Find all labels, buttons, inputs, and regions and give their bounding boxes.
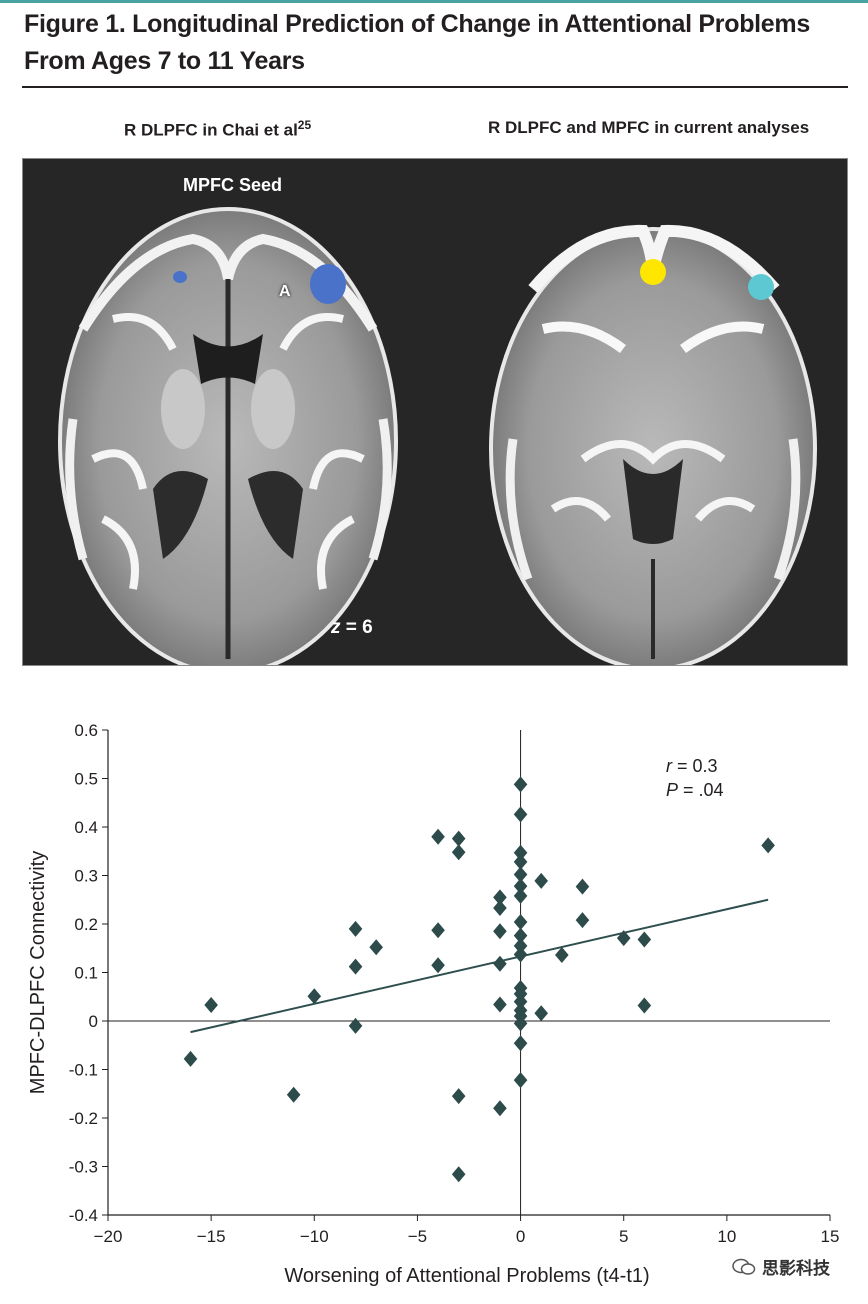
p-annotation: P = .04 [666,780,724,800]
data-point [451,844,466,861]
x-tick-label: −5 [408,1227,427,1246]
figure-title: Figure 1. Longitudinal Prediction of Cha… [24,6,844,80]
dlpfc-roi-cyan [748,274,774,300]
y-tick-label: -0.1 [69,1061,98,1080]
data-points [183,776,775,1183]
scatter-chart: -0.4 -0.3 -0.2 -0.1 0 0.1 0.2 0.3 0.4 0.5 0.6 −20 −1… [27,721,839,1287]
data-point [513,1035,528,1052]
data-point [493,899,507,916]
data-point [761,837,775,854]
data-point [575,912,590,929]
z-value: = 6 [340,617,373,638]
data-point [534,1005,548,1022]
x-tick-label: −20 [94,1227,123,1246]
y-tick-label: -0.3 [69,1158,98,1177]
mpfc-seed-label: MPFC Seed [183,175,283,195]
data-point [513,914,528,931]
y-tick-label: 0.4 [74,818,98,837]
y-tick-label: 0.2 [74,915,98,934]
data-point [493,889,507,906]
z-slice-label: z = 6 [331,617,373,639]
data-point [307,988,322,1005]
x-tick-label: 15 [821,1227,840,1246]
data-point [348,1017,363,1034]
data-point [513,1072,528,1089]
data-point [513,844,528,861]
data-point [637,931,652,948]
x-tick-label: 10 [717,1227,736,1246]
figure-title-line-2: From Ages 7 to 11 Years [24,47,305,75]
data-point [513,946,528,963]
brain-image-panel: MPFC Seed A z = 6 [22,158,848,666]
data-point [493,1100,507,1117]
y-tick-label: 0.1 [74,964,98,983]
x-tick-label: 5 [619,1227,628,1246]
blue-region-left [173,271,187,283]
x-axis-label: Worsening of Attentional Problems (t4-t1… [284,1265,649,1287]
data-point [369,939,383,956]
chart-axes [102,729,831,1221]
watermark: 思影科技 [732,1254,830,1279]
left-panel-label: R DLPFC in Chai et al25 [124,118,311,141]
title-rule [22,86,848,88]
x-tick-label: 0 [516,1227,525,1246]
data-point [513,866,528,883]
blue-region-right [310,264,346,304]
data-point [513,993,528,1010]
fit-line-layer [190,898,769,1034]
data-point [431,957,445,974]
data-point [451,1088,466,1105]
anterior-marker: A [279,283,291,300]
data-point [431,828,445,845]
data-point [513,776,528,793]
data-point [204,996,218,1013]
y-tick-label: 0.6 [74,721,98,740]
data-point [513,878,528,895]
figure-title-line-1: Figure 1. Longitudinal Prediction of Cha… [24,10,810,38]
data-point [348,958,363,975]
data-point [534,872,548,889]
chart-text: -0.4 -0.3 -0.2 -0.1 0 0.1 0.2 0.3 0.4 0.5 0.6 −20 −1… [27,721,839,1287]
data-point [451,1166,466,1183]
data-point [513,853,528,870]
mpfc-roi-yellow [640,259,666,285]
data-point [493,996,507,1013]
data-point [286,1086,301,1103]
r-annotation: r = 0.3 [666,756,718,776]
y-tick-label: -0.2 [69,1109,98,1128]
data-point [513,887,528,904]
y-axis-label: MPFC-DLPFC Connectivity [27,851,49,1094]
data-point [513,927,528,944]
data-point [616,930,631,947]
right-brain-slice [489,224,817,665]
y-tick-label: 0 [89,1012,98,1031]
left-brain-slice [58,207,398,665]
data-point [555,947,569,964]
data-point [183,1050,198,1067]
y-tick-label: 0.5 [74,770,98,789]
data-point [493,923,507,940]
data-point [575,878,590,895]
data-point [513,937,528,954]
left-panel-label-text: R DLPFC in Chai et al [124,120,298,140]
data-point [451,830,466,847]
y-tick-label: 0.3 [74,867,98,886]
y-tick-label: -0.4 [69,1206,98,1225]
right-panel-label: R DLPFC and MPFC in current analyses [488,118,810,137]
watermark-text: 思影科技 [762,1259,830,1278]
wechat-icon [732,1258,756,1275]
z-variable: z [331,617,341,638]
data-point [493,955,507,972]
data-point [348,920,363,937]
data-point [513,1015,528,1032]
data-point [637,997,652,1014]
citation-superscript: 25 [297,118,312,132]
data-point [513,806,528,823]
x-tick-label: −10 [300,1227,329,1246]
x-tick-label: −15 [197,1227,226,1246]
data-point [431,922,445,939]
top-accent-line [0,0,868,3]
regression-line [190,898,769,1034]
brain-slices-illustration [58,207,817,665]
